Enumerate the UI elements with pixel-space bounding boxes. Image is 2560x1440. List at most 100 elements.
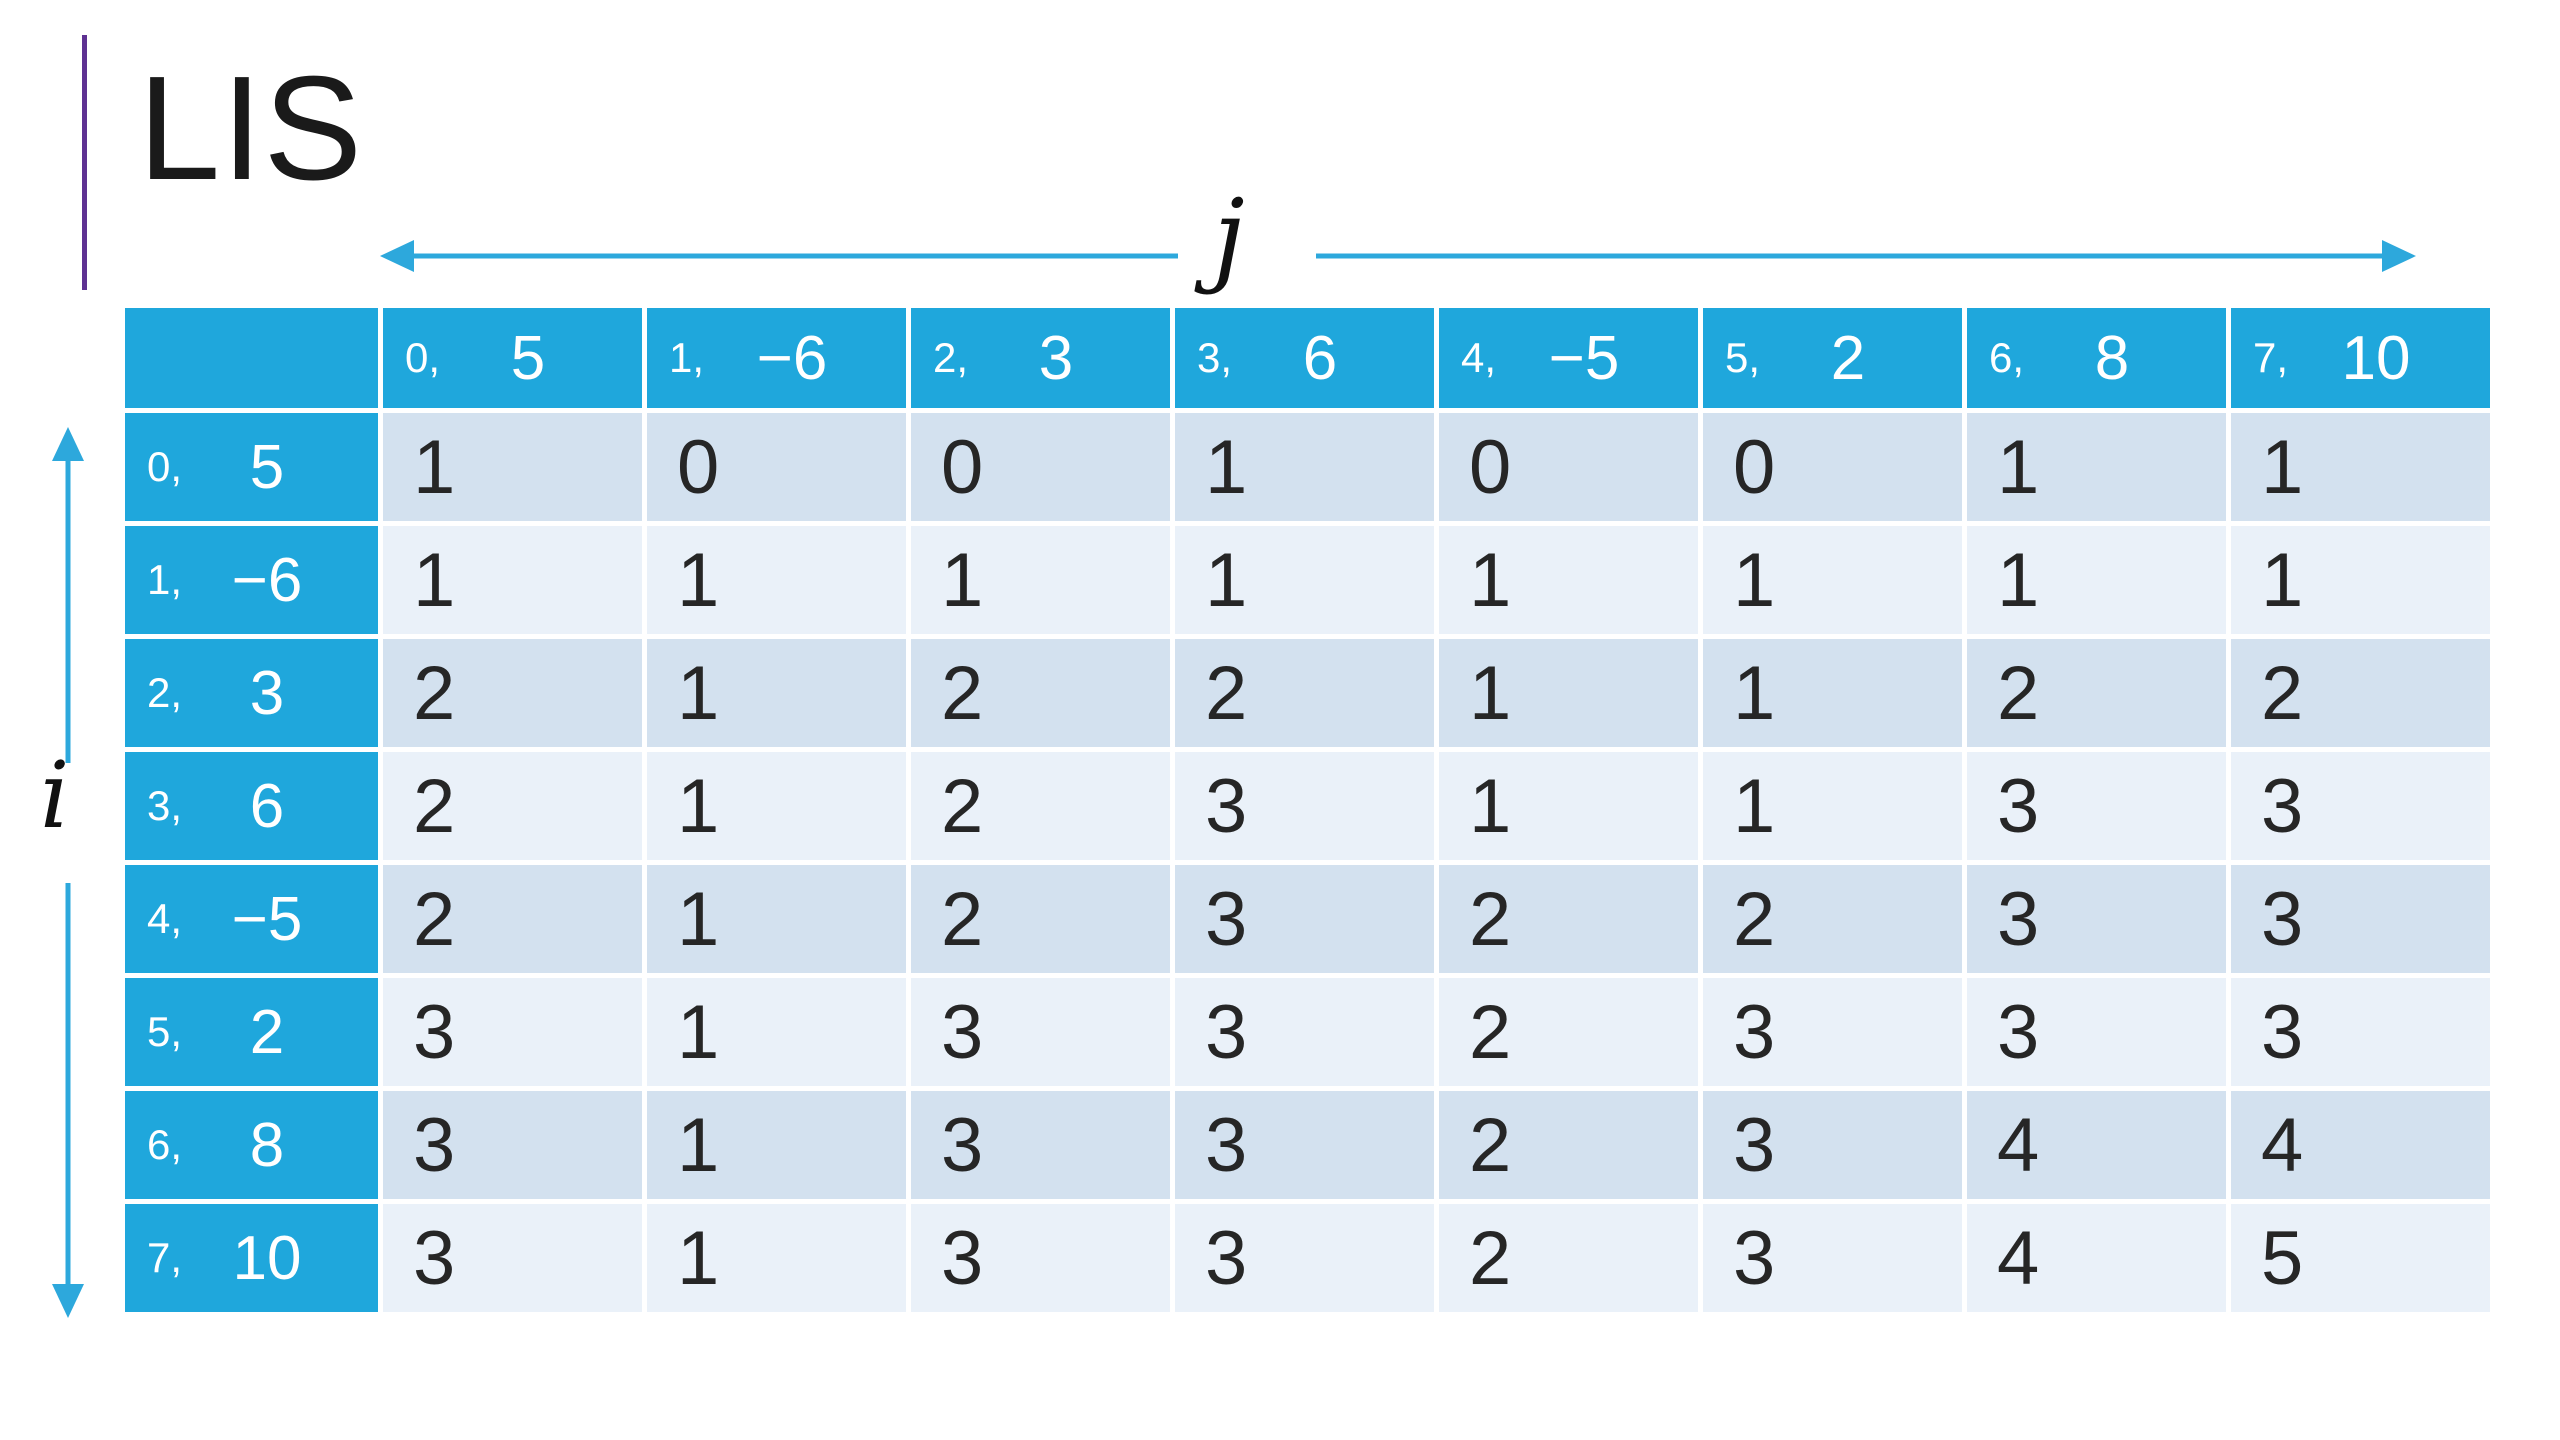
j-axis-arrow	[380, 240, 2416, 272]
j-axis-label: j	[1213, 178, 1245, 297]
col-header-1-value: −6	[756, 323, 828, 393]
table-cell-4-6: 3	[1967, 865, 2226, 973]
table-cell-1-1: 1	[647, 526, 906, 634]
i-arrow-bottom-head-icon	[52, 1284, 84, 1318]
col-header-7: 7, 10	[2231, 308, 2490, 408]
col-header-2-value: 3	[1038, 323, 1074, 393]
table-cell-0-5: 0	[1703, 413, 1962, 521]
col-header-0-index: 0,	[405, 334, 441, 381]
table-cell-2-6: 2	[1967, 639, 2226, 747]
col-header-7-index: 7,	[2253, 334, 2289, 381]
table-cell-5-2: 3	[911, 978, 1170, 1086]
table-cell-4-3: 3	[1175, 865, 1434, 973]
row-header-1: 1, −6	[125, 526, 378, 634]
table-cell-1-6: 1	[1967, 526, 2226, 634]
row-header-0: 0, 5	[125, 413, 378, 521]
col-header-3: 3, 6	[1175, 308, 1434, 408]
table-cell-0-2: 0	[911, 413, 1170, 521]
row-header-5: 5, 2	[125, 978, 378, 1086]
table-cell-6-2: 3	[911, 1091, 1170, 1199]
col-header-5-index: 5,	[1725, 334, 1761, 381]
i-axis-label: i	[40, 742, 70, 849]
table-cell-7-3: 3	[1175, 1204, 1434, 1312]
table-cell-2-1: 1	[647, 639, 906, 747]
col-header-1-index: 1,	[669, 334, 705, 381]
table-cell-6-4: 2	[1439, 1091, 1698, 1199]
col-header-3-index: 3,	[1197, 334, 1233, 381]
table-cell-3-2: 2	[911, 752, 1170, 860]
table-cell-2-7: 2	[2231, 639, 2490, 747]
table-cell-7-1: 1	[647, 1204, 906, 1312]
table-cell-3-4: 1	[1439, 752, 1698, 860]
j-arrow-left-head-icon	[380, 240, 414, 272]
corner-cell	[125, 308, 378, 408]
table-cell-2-5: 1	[1703, 639, 1962, 747]
table-cell-7-4: 2	[1439, 1204, 1698, 1312]
table-cell-5-3: 3	[1175, 978, 1434, 1086]
table-cell-5-0: 3	[383, 978, 642, 1086]
row-header-6-value: 8	[249, 1110, 285, 1180]
table-cell-7-7: 5	[2231, 1204, 2490, 1312]
col-header-5: 5, 2	[1703, 308, 1962, 408]
table-cell-1-4: 1	[1439, 526, 1698, 634]
table-cell-4-5: 2	[1703, 865, 1962, 973]
table-cell-0-0: 1	[383, 413, 642, 521]
table-cell-6-5: 3	[1703, 1091, 1962, 1199]
row-header-2-index: 2,	[147, 669, 183, 716]
row-header-2: 2, 3	[125, 639, 378, 747]
col-header-4-index: 4,	[1461, 334, 1497, 381]
table-cell-0-3: 1	[1175, 413, 1434, 521]
row-header-4-index: 4,	[147, 895, 183, 942]
table-cell-0-7: 1	[2231, 413, 2490, 521]
col-header-7-value: 10	[2341, 323, 2411, 393]
table-cell-2-0: 2	[383, 639, 642, 747]
table-cell-0-1: 0	[647, 413, 906, 521]
table-cell-5-5: 3	[1703, 978, 1962, 1086]
i-axis-arrow	[52, 427, 84, 1318]
table-cell-5-1: 1	[647, 978, 906, 1086]
row-header-6: 6, 8	[125, 1091, 378, 1199]
table-cell-7-6: 4	[1967, 1204, 2226, 1312]
table-cell-3-7: 3	[2231, 752, 2490, 860]
table-cell-4-1: 1	[647, 865, 906, 973]
table-cell-6-6: 4	[1967, 1091, 2226, 1199]
lis-table: 0, 5 1, −6 2, 3 3, 6 4, −5 5, 2 6, 8 7, 10 0, 5 1 0 0 1 0 0 1 1 1,…	[125, 308, 2490, 1312]
table-cell-4-0: 2	[383, 865, 642, 973]
table-cell-2-3: 2	[1175, 639, 1434, 747]
row-header-0-index: 0,	[147, 443, 183, 490]
col-header-3-value: 6	[1302, 323, 1338, 393]
row-header-2-value: 3	[249, 658, 285, 728]
col-header-4: 4, −5	[1439, 308, 1698, 408]
i-arrow-top-head-icon	[52, 427, 84, 461]
row-header-5-index: 5,	[147, 1008, 183, 1055]
col-header-2-index: 2,	[933, 334, 969, 381]
table-cell-6-3: 3	[1175, 1091, 1434, 1199]
table-cell-1-2: 1	[911, 526, 1170, 634]
table-cell-7-0: 3	[383, 1204, 642, 1312]
table-cell-3-5: 1	[1703, 752, 1962, 860]
table-cell-4-4: 2	[1439, 865, 1698, 973]
row-header-7-index: 7,	[147, 1234, 183, 1281]
table-cell-3-3: 3	[1175, 752, 1434, 860]
table-cell-7-5: 3	[1703, 1204, 1962, 1312]
table-cell-3-6: 3	[1967, 752, 2226, 860]
table-cell-1-5: 1	[1703, 526, 1962, 634]
col-header-2: 2, 3	[911, 308, 1170, 408]
table-cell-1-3: 1	[1175, 526, 1434, 634]
col-header-0: 0, 5	[383, 308, 642, 408]
row-header-7: 7, 10	[125, 1204, 378, 1312]
row-header-0-value: 5	[249, 432, 285, 502]
col-header-6-index: 6,	[1989, 334, 2025, 381]
table-cell-7-2: 3	[911, 1204, 1170, 1312]
table-cell-1-0: 1	[383, 526, 642, 634]
row-header-4: 4, −5	[125, 865, 378, 973]
table-cell-3-0: 2	[383, 752, 642, 860]
page-title: LIS	[138, 46, 364, 211]
j-arrow-right-head-icon	[2382, 240, 2416, 272]
col-header-6: 6, 8	[1967, 308, 2226, 408]
table-cell-0-4: 0	[1439, 413, 1698, 521]
table-cell-5-6: 3	[1967, 978, 2226, 1086]
title-accent-bar	[82, 35, 87, 290]
col-header-4-value: −5	[1548, 323, 1620, 393]
